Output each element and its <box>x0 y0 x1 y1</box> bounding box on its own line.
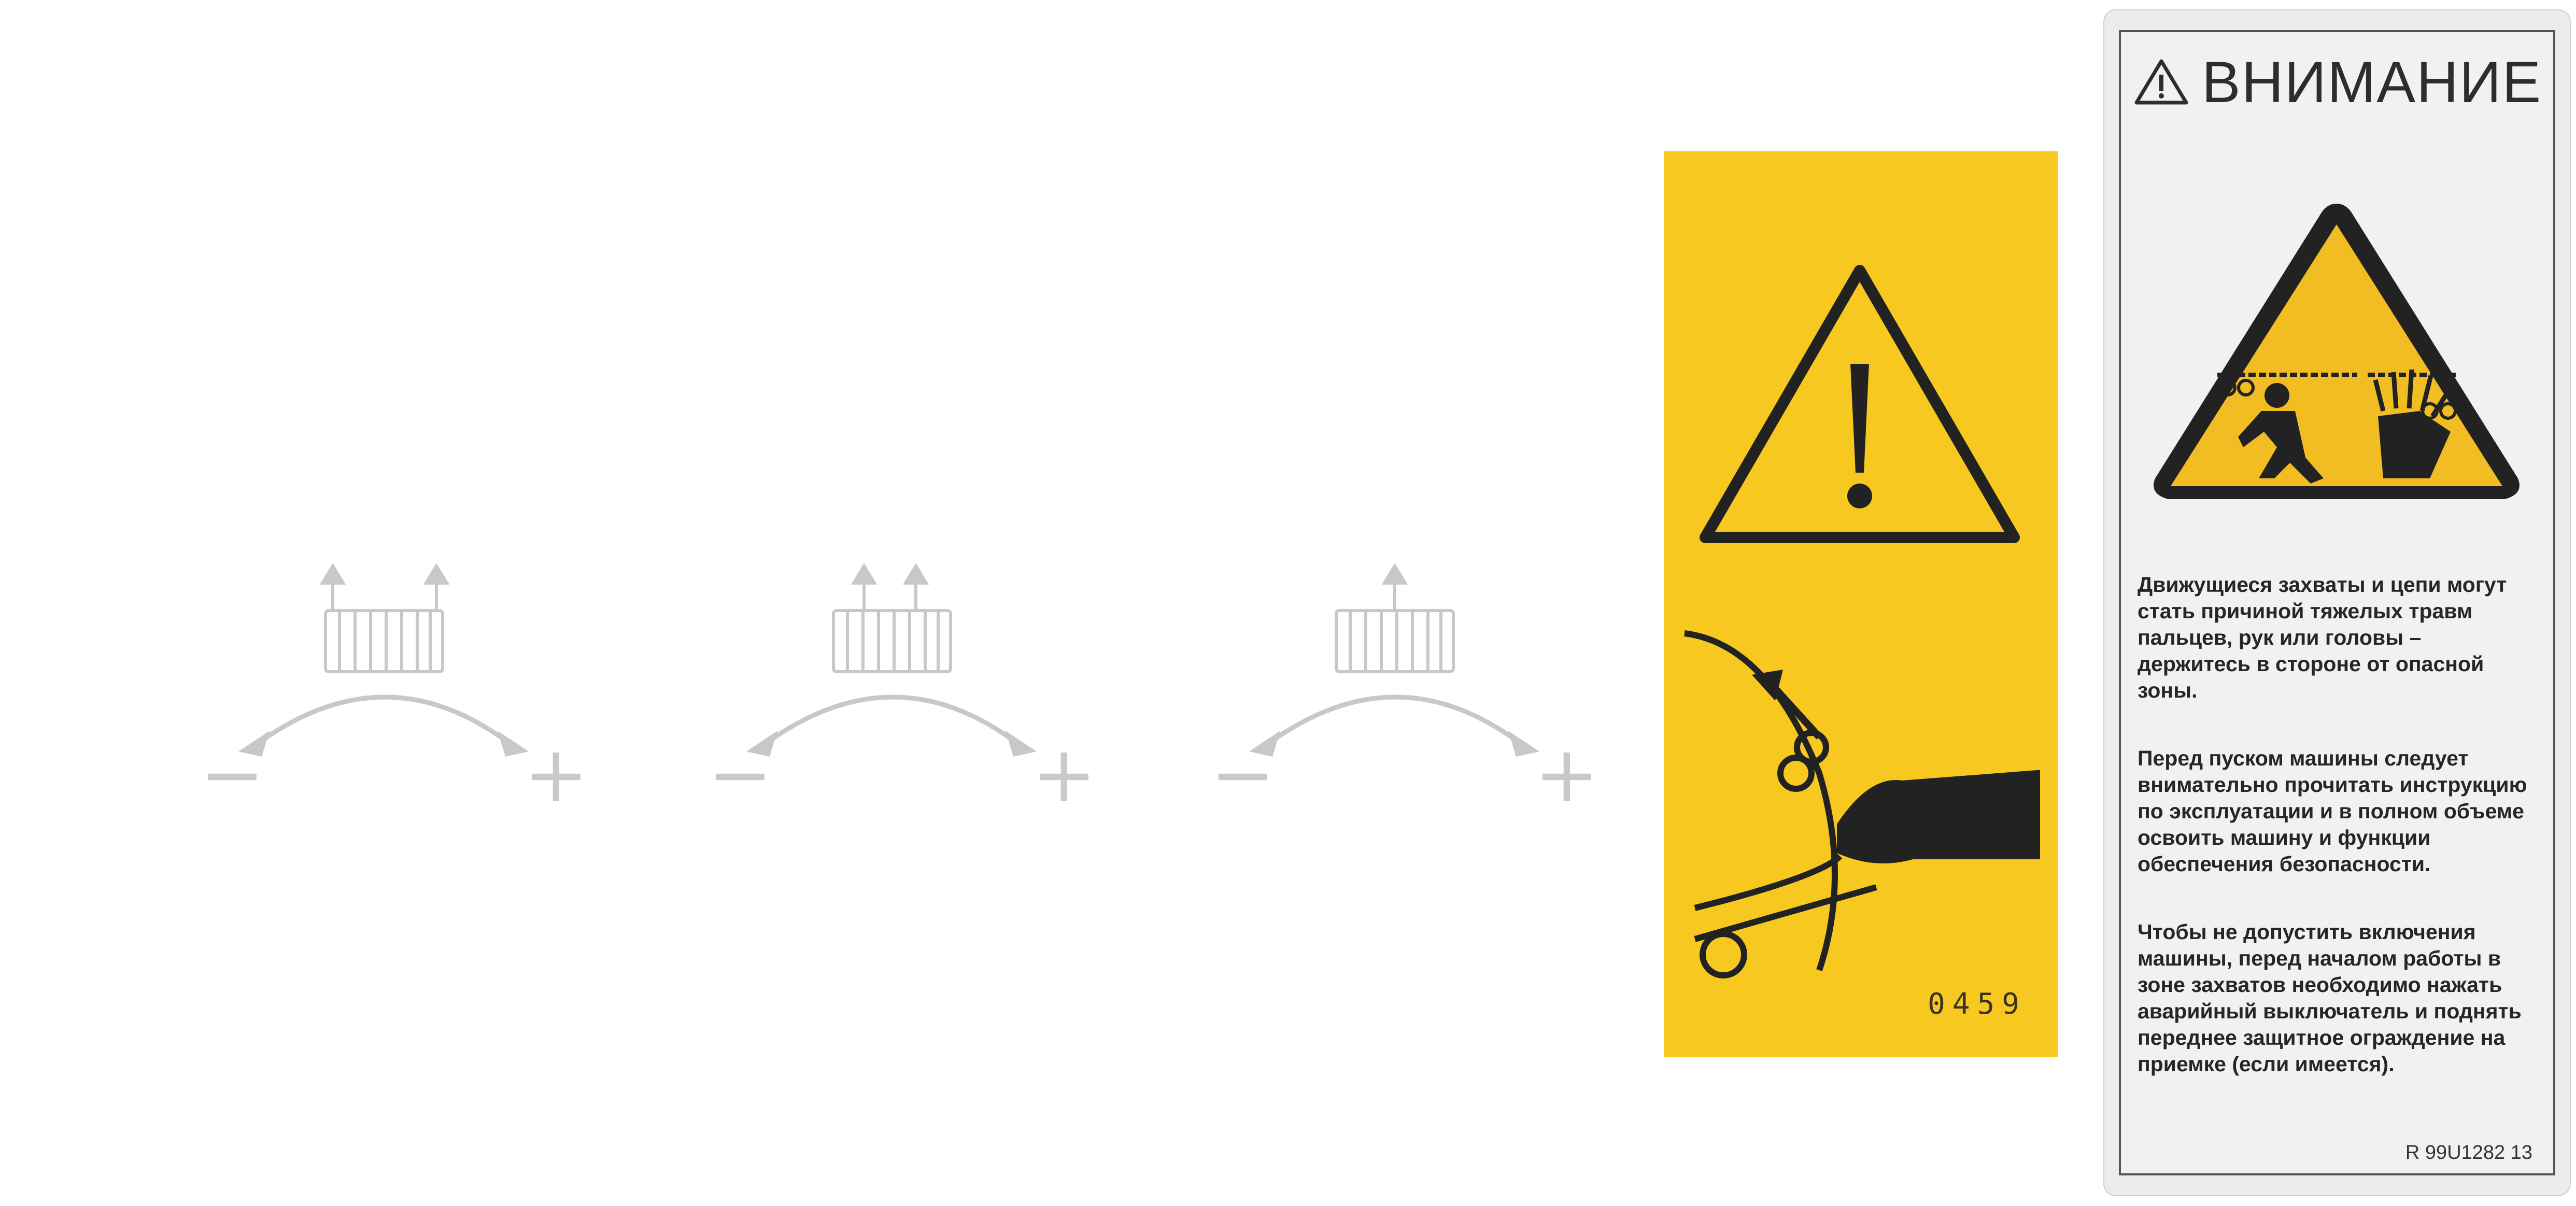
decrease-label: − <box>1210 730 1276 820</box>
warning-triangle-icon <box>1700 265 2020 543</box>
increase-label: + <box>1534 730 1600 820</box>
adjustment-symbol-2 <box>705 560 1099 829</box>
label-title: ВНИМАНИЕ <box>2202 49 2542 115</box>
label-code: 0459 <box>1928 987 2027 1021</box>
crush-hazard-triangle-icon <box>2154 204 2520 499</box>
gripper-bar-single-arrow-icon <box>1249 563 1539 757</box>
increase-label: + <box>1031 730 1097 820</box>
adjustment-symbol-3 <box>1208 560 1602 829</box>
label-header: ВНИМАНИЕ <box>2134 49 2550 115</box>
decrease-label: − <box>707 730 773 820</box>
gripper-bar-center-arrows-icon <box>746 563 1037 757</box>
reference-code: R 99U1282 13 <box>2405 1142 2532 1164</box>
hazard-pictograms <box>1684 265 2040 978</box>
small-warning-triangle-icon <box>2134 59 2188 105</box>
adjustment-symbol-1 <box>197 560 591 829</box>
hand-in-rollers-icon <box>1684 630 2040 978</box>
warning-paragraph-2: Перед пуском машины следует внимательно … <box>2138 746 2527 876</box>
warning-paragraph-1: Движущиеся захваты и цепи могут стать пр… <box>2138 573 2507 702</box>
warning-paragraph-3: Чтобы не допустить включения машины, пер… <box>2138 920 2522 1076</box>
decrease-label: − <box>200 730 265 820</box>
gripper-bar-two-arrows-icon <box>238 563 529 757</box>
increase-label: + <box>523 730 589 820</box>
warning-label: ВНИМАНИЕ Движущиеся захваты и цепи могут… <box>2103 9 2571 1196</box>
yellow-hazard-label: 0459 <box>1664 151 2058 1057</box>
